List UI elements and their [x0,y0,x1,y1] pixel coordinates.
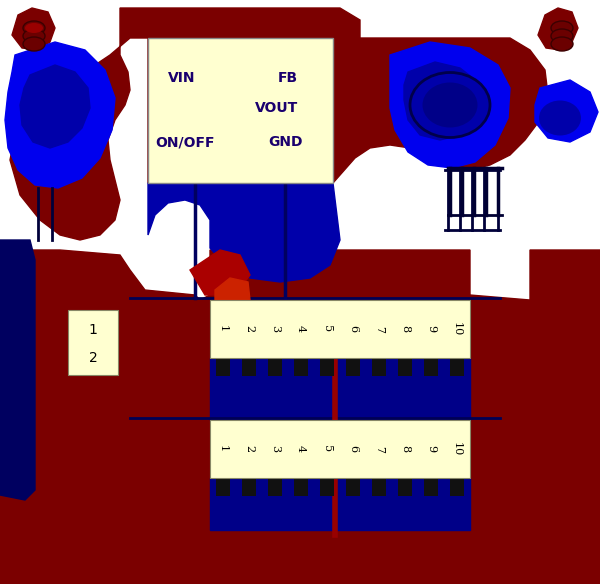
Polygon shape [333,38,548,183]
Text: ON/OFF: ON/OFF [155,135,215,149]
Polygon shape [210,478,470,530]
Polygon shape [0,250,600,584]
Text: 5: 5 [322,325,332,332]
Bar [242,478,256,496]
Polygon shape [0,240,35,500]
Bar [210,420,470,478]
Bar [424,478,438,496]
Bar [294,478,308,496]
Ellipse shape [551,37,573,51]
Bar [346,478,360,496]
Text: 8: 8 [400,325,410,332]
Bar [346,358,360,376]
Ellipse shape [422,82,478,127]
Text: 4: 4 [296,446,306,453]
Bar [398,358,412,376]
Bar [424,358,438,376]
Bar [372,478,386,496]
Bar [242,358,256,376]
Bar [372,358,386,376]
Ellipse shape [410,72,490,137]
Ellipse shape [25,23,43,33]
Text: VIN: VIN [168,71,196,85]
Ellipse shape [23,37,45,51]
Bar [320,358,334,376]
Text: 7: 7 [374,325,384,332]
Text: VOUT: VOUT [255,101,298,115]
Bar [268,478,282,496]
Polygon shape [535,80,598,142]
Bar [450,478,464,496]
Polygon shape [215,278,250,310]
Text: 10: 10 [452,442,462,456]
Text: 2: 2 [89,351,97,365]
Bar [268,358,282,376]
Text: 7: 7 [374,446,384,453]
Polygon shape [10,8,360,240]
Polygon shape [404,62,482,140]
Text: 1: 1 [218,325,228,332]
Text: 2: 2 [244,446,254,453]
Text: 5: 5 [322,446,332,453]
Text: 4: 4 [296,325,306,332]
Polygon shape [148,183,340,282]
Polygon shape [538,8,578,50]
Ellipse shape [551,29,573,43]
Text: 6: 6 [348,325,358,332]
Text: 9: 9 [426,446,436,453]
Bar [398,478,412,496]
Bar [294,358,308,376]
Text: 1: 1 [218,446,228,453]
Polygon shape [5,42,115,188]
Ellipse shape [551,21,573,35]
Bar [216,478,230,496]
Bar [320,478,334,496]
Bar [68,310,118,375]
Text: 9: 9 [426,325,436,332]
Text: 8: 8 [400,446,410,453]
Ellipse shape [23,21,45,35]
Bar [148,38,333,183]
Polygon shape [20,65,90,148]
Ellipse shape [539,100,581,135]
Bar [216,358,230,376]
Bar [450,358,464,376]
Text: FB: FB [278,71,298,85]
Polygon shape [12,8,55,50]
Text: 3: 3 [270,446,280,453]
Text: 3: 3 [270,325,280,332]
Ellipse shape [23,29,45,43]
Text: 1: 1 [89,323,97,337]
Text: GND: GND [268,135,302,149]
Polygon shape [190,250,250,295]
Polygon shape [390,42,510,168]
Bar [210,300,470,358]
Text: 6: 6 [348,446,358,453]
Polygon shape [210,358,470,420]
Text: 2: 2 [244,325,254,332]
Text: 10: 10 [452,322,462,336]
